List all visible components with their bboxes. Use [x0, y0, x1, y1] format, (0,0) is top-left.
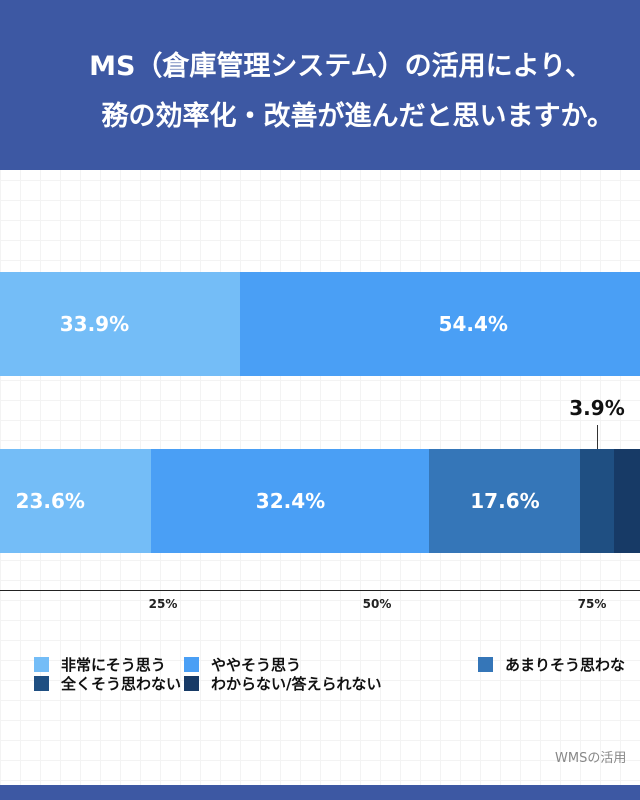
title-banner: MS（倉庫管理システム）の活用により、 務の効率化・改善が進んだと思いますか。: [0, 0, 640, 170]
legend-label: わからない/答えられない: [211, 675, 382, 693]
legend-label: 非常にそう思う: [61, 656, 166, 674]
legend-label: あまりそう思わな: [505, 656, 626, 674]
legend-item-5: わからない/答えられない: [184, 673, 381, 694]
x-tick-75: 75%: [577, 597, 607, 611]
x-tick-25: 25%: [148, 597, 178, 611]
bar-segment: [613, 449, 640, 553]
data-label: 54.4%: [438, 312, 508, 336]
legend-swatch: [34, 657, 49, 672]
bar-segment: 33.9%: [0, 272, 240, 376]
legend-swatch: [184, 657, 199, 672]
bar-segment: [580, 449, 614, 553]
legend-swatch: [478, 657, 493, 672]
bar-segment: 54.4%: [239, 272, 640, 376]
footer-band: [0, 785, 640, 800]
x-axis-line: [0, 590, 640, 591]
legend-label: 全くそう思わない: [61, 675, 182, 693]
callout-label: 3.9%: [569, 396, 625, 420]
data-label: 17.6%: [470, 489, 540, 513]
source-note: WMSの活用: [555, 751, 627, 766]
legend-item-2: ややそう思う: [184, 654, 301, 675]
data-label: 23.6%: [15, 489, 85, 513]
bar-segment: 17.6%: [429, 449, 581, 553]
bar-row-1: 33.9% 54.4%: [0, 272, 640, 376]
chart-title-line1: MS（倉庫管理システム）の活用により、: [89, 51, 592, 82]
legend-swatch: [184, 676, 199, 691]
bar-row-2: 23.6% 32.4% 17.6%: [0, 449, 640, 553]
bar-segment: 32.4%: [151, 449, 430, 553]
data-label: 33.9%: [59, 312, 130, 336]
legend-item-3: あまりそう思わな: [478, 654, 625, 675]
legend-item-4: 全くそう思わない: [34, 673, 181, 694]
chart-title-line2: 務の効率化・改善が進んだと思いますか。: [101, 101, 614, 132]
x-tick-50: 50%: [362, 597, 392, 611]
legend-item-1: 非常にそう思う: [34, 654, 166, 675]
callout-line: [597, 425, 598, 449]
data-label: 32.4%: [255, 489, 326, 513]
legend-label: ややそう思う: [211, 656, 302, 674]
legend-swatch: [34, 676, 49, 691]
bar-segment: 23.6%: [0, 449, 152, 553]
